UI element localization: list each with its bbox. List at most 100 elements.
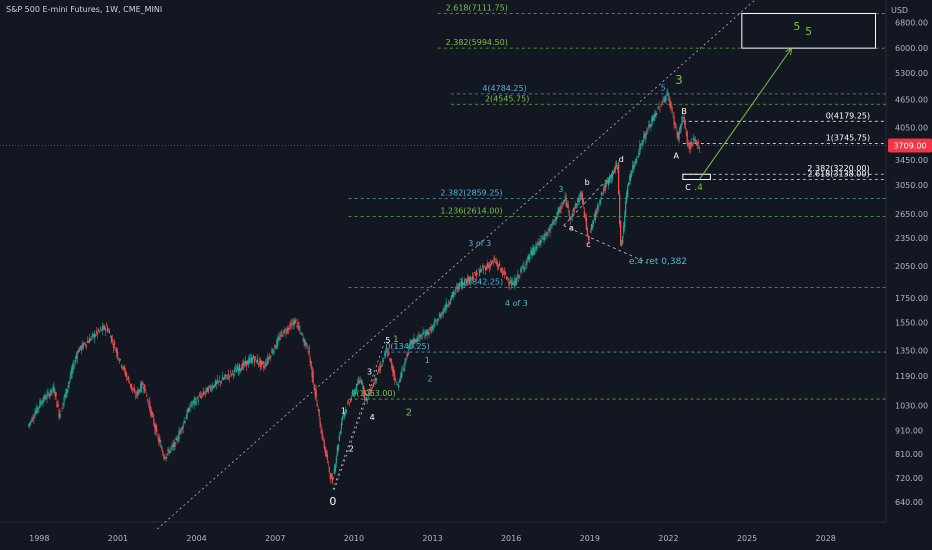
candle-body [342, 414, 344, 416]
candle-body [419, 334, 421, 338]
candle-body [596, 205, 599, 211]
candle-body [47, 391, 49, 393]
wave-label: 1 [341, 407, 346, 416]
candle-body [306, 345, 308, 349]
candle-body [659, 109, 661, 110]
candle-body [443, 308, 445, 312]
candle-body [582, 199, 584, 205]
candle-body [269, 357, 271, 358]
wave-label: 2 [406, 408, 412, 419]
candle-body [284, 329, 286, 331]
candle-body [627, 186, 629, 198]
candle-body [278, 336, 280, 340]
candle-body [204, 392, 206, 393]
candle-body [336, 446, 338, 456]
x-tick-label: 2016 [501, 534, 521, 543]
candle-body [270, 355, 272, 358]
candle-body [402, 368, 404, 370]
candle-body [65, 388, 67, 398]
candle-body [600, 192, 603, 196]
wave-label: c [586, 240, 590, 249]
candle-body [478, 270, 481, 276]
candle-body [535, 245, 537, 250]
candle-body [605, 180, 608, 185]
candle-body [448, 303, 450, 305]
candle-body [456, 287, 458, 289]
candle-body [215, 381, 217, 385]
projection-arrow-head [785, 47, 793, 56]
candle-body [66, 389, 68, 394]
candle-body [52, 386, 54, 391]
candle-body [341, 416, 343, 420]
candle-body [397, 384, 399, 385]
candle-body [195, 401, 197, 405]
candle-body [413, 337, 415, 345]
candle-body [355, 383, 358, 392]
candle-body [173, 442, 175, 448]
candle-body [517, 273, 519, 277]
candles-group [28, 87, 700, 485]
candle-body [309, 357, 311, 363]
candle-body [208, 385, 210, 387]
candle-body [632, 165, 634, 170]
candle-body [545, 233, 547, 235]
candle-body [78, 348, 80, 353]
candle-body [680, 124, 682, 129]
candle-body [151, 412, 153, 415]
candle-body [339, 431, 341, 434]
candle-body [513, 282, 515, 286]
last-price-value: 3709.00 [893, 142, 926, 151]
wave-label: 3 [558, 185, 563, 194]
candle-body [40, 402, 42, 403]
candle-body [197, 399, 199, 402]
candle-body [524, 267, 526, 269]
candle-body [653, 114, 655, 121]
candle-body [640, 143, 642, 146]
candle-body [81, 343, 83, 349]
candle-body [428, 332, 430, 335]
candle-body [469, 276, 472, 281]
candle-body [505, 273, 507, 275]
candle-body [121, 367, 124, 369]
candle-body [210, 388, 212, 390]
candle-body [219, 381, 221, 383]
candle-body [423, 333, 425, 334]
candle-body [289, 323, 291, 326]
candle-body [663, 99, 665, 102]
candle-body [254, 359, 256, 363]
candle-body [149, 401, 151, 410]
candle-body [29, 422, 31, 425]
wave-label: d [619, 155, 624, 164]
candle-body [144, 384, 146, 393]
candle-body [530, 250, 532, 255]
candle-body [452, 291, 454, 297]
candle-body [56, 401, 58, 408]
wave-label: b [585, 178, 590, 187]
candle-body [534, 249, 536, 250]
candle-body [460, 284, 462, 289]
candle-body [276, 340, 278, 347]
candle-body [264, 365, 266, 367]
candle-body [283, 329, 285, 335]
candle-body [92, 334, 94, 337]
candle-body [299, 329, 301, 330]
candle-body [129, 383, 131, 385]
wave-label: 3 [675, 73, 683, 87]
candle-body [559, 209, 561, 212]
candle-body [650, 123, 652, 128]
candle-body [165, 457, 167, 459]
candle-body [618, 162, 620, 195]
candle-body [669, 99, 671, 108]
candle-body [695, 140, 697, 144]
candle-body [48, 394, 50, 397]
candle-body [490, 260, 493, 265]
candle-body [201, 393, 203, 395]
candle-body [126, 373, 128, 377]
candle-body [257, 358, 259, 364]
candle-body [396, 384, 398, 385]
candle-body [198, 395, 200, 397]
candle-body [247, 360, 249, 365]
candle-body [379, 367, 381, 371]
candle-body [160, 444, 162, 448]
